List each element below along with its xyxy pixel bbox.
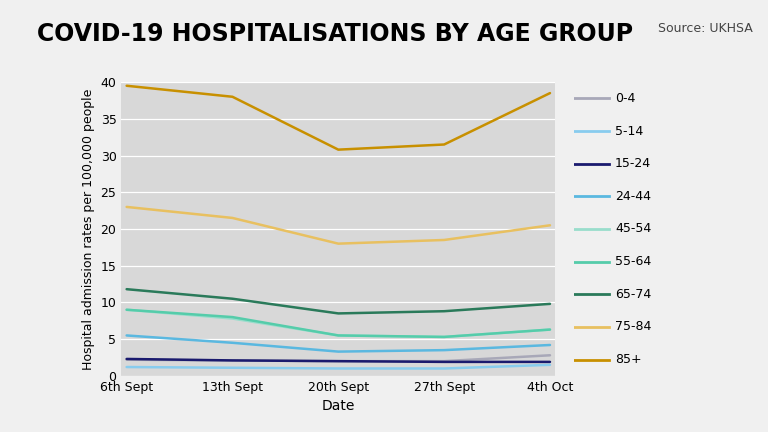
- 65-74: [228, 296, 237, 302]
- Line: 75-84: 75-84: [127, 207, 550, 244]
- 55-64: [228, 314, 237, 320]
- 5-14: [228, 365, 237, 370]
- 5-14: [439, 366, 449, 371]
- 0-4: [439, 359, 449, 364]
- 24-44: [333, 349, 343, 354]
- 15-24: [122, 356, 131, 362]
- 0-4: [333, 359, 343, 364]
- Line: 0-4: 0-4: [127, 355, 550, 361]
- 15-24: [228, 358, 237, 363]
- Text: 15-24: 15-24: [615, 157, 651, 170]
- 55-64: [545, 327, 554, 332]
- 85+: [122, 83, 131, 88]
- X-axis label: Date: Date: [322, 399, 355, 413]
- 5-14: [122, 365, 131, 370]
- 65-74: [333, 311, 343, 316]
- Line: 55-64: 55-64: [127, 310, 550, 337]
- Line: 5-14: 5-14: [127, 365, 550, 368]
- 45-54: [228, 316, 237, 321]
- Line: 45-54: 45-54: [127, 310, 550, 337]
- 75-84: [545, 223, 554, 228]
- 55-64: [439, 334, 449, 340]
- Line: 65-74: 65-74: [127, 289, 550, 314]
- Text: 5-14: 5-14: [615, 124, 644, 137]
- Text: 45-54: 45-54: [615, 222, 651, 235]
- 75-84: [122, 204, 131, 210]
- Line: 85+: 85+: [127, 86, 550, 149]
- 15-24: [439, 359, 449, 365]
- Text: 75-84: 75-84: [615, 321, 651, 334]
- 5-14: [545, 362, 554, 367]
- 55-64: [333, 333, 343, 338]
- 24-44: [439, 347, 449, 353]
- 0-4: [122, 357, 131, 362]
- Text: Source: UKHSA: Source: UKHSA: [658, 22, 753, 35]
- Line: 24-44: 24-44: [127, 335, 550, 352]
- 24-44: [228, 340, 237, 346]
- 0-4: [228, 358, 237, 363]
- 45-54: [439, 334, 449, 340]
- 15-24: [333, 359, 343, 364]
- 45-54: [333, 333, 343, 338]
- 45-54: [545, 327, 554, 332]
- 65-74: [545, 301, 554, 306]
- 85+: [439, 142, 449, 147]
- 85+: [333, 147, 343, 152]
- 24-44: [122, 333, 131, 338]
- 75-84: [228, 216, 237, 220]
- 15-24: [545, 359, 554, 365]
- 65-74: [122, 286, 131, 292]
- 65-74: [439, 308, 449, 314]
- 75-84: [439, 238, 449, 243]
- Text: 24-44: 24-44: [615, 190, 651, 203]
- Line: 15-24: 15-24: [127, 359, 550, 362]
- Text: 65-74: 65-74: [615, 288, 651, 301]
- 85+: [228, 94, 237, 99]
- Text: 85+: 85+: [615, 353, 641, 366]
- Text: 55-64: 55-64: [615, 255, 651, 268]
- 5-14: [333, 366, 343, 371]
- 55-64: [122, 307, 131, 312]
- 85+: [545, 90, 554, 95]
- Text: COVID-19 HOSPITALISATIONS BY AGE GROUP: COVID-19 HOSPITALISATIONS BY AGE GROUP: [37, 22, 633, 46]
- 0-4: [545, 353, 554, 358]
- 75-84: [333, 241, 343, 246]
- Y-axis label: Hospital admission rates per 100,000 people: Hospital admission rates per 100,000 peo…: [82, 88, 95, 370]
- 45-54: [122, 307, 131, 312]
- Text: 0-4: 0-4: [615, 92, 635, 105]
- 24-44: [545, 343, 554, 348]
